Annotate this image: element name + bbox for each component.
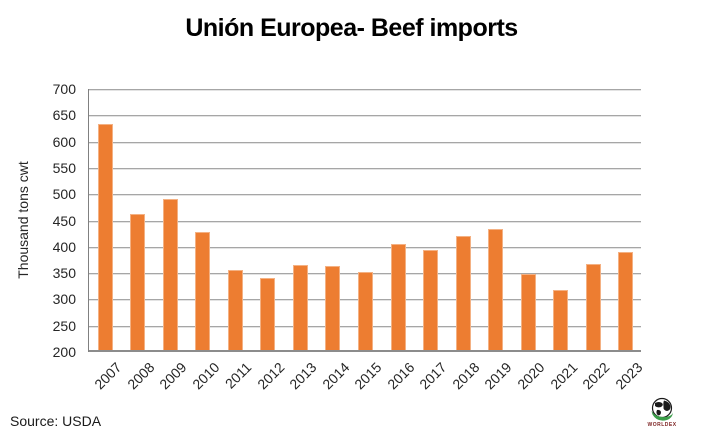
x-tick-label: 2011	[222, 359, 255, 392]
x-tick-label: 2015	[351, 359, 385, 393]
y-tick-label: 600	[52, 133, 76, 150]
gridline	[89, 167, 641, 169]
x-tick-label: 2016	[384, 359, 418, 393]
bar-2009	[162, 199, 178, 352]
bar-2007	[97, 124, 113, 352]
y-tick-label: 700	[52, 81, 76, 97]
x-tick-label: 2018	[449, 359, 483, 393]
bar-2018	[455, 235, 471, 352]
x-axis-line	[89, 350, 641, 352]
y-tick-label: 250	[52, 317, 76, 334]
plot-area	[88, 89, 641, 352]
bar-2022	[585, 263, 601, 352]
x-tick-label: 2010	[188, 359, 223, 393]
bar-2011	[227, 269, 243, 352]
bar-2019	[488, 228, 504, 352]
x-tick-label: 2019	[481, 359, 515, 393]
x-tick-label: 2023	[611, 359, 646, 393]
bar-2010	[195, 232, 211, 352]
bar-2016	[390, 243, 406, 352]
gridline	[89, 194, 641, 196]
source-note: Source: USDA	[10, 413, 102, 429]
x-tick-label: 2021	[546, 359, 581, 393]
bar-2008	[130, 214, 146, 352]
logo-text: WORLDEX	[647, 422, 677, 428]
bar-2014	[325, 265, 341, 352]
x-tick-label: 2012	[253, 359, 288, 393]
bar-2013	[292, 264, 308, 352]
gridline	[89, 89, 641, 90]
gridline	[89, 141, 641, 143]
gridline	[89, 220, 641, 222]
x-tick-label: 2008	[123, 359, 158, 393]
bar-2012	[260, 277, 276, 352]
bar-2023	[618, 252, 634, 352]
x-tick-label: 2007	[91, 359, 125, 393]
gridline	[89, 115, 641, 117]
x-tick-label: 2014	[318, 359, 353, 393]
gridline	[89, 246, 641, 248]
y-tick-label: 400	[52, 238, 76, 255]
x-tick-label: 2017	[416, 359, 450, 393]
bar-2020	[520, 273, 536, 352]
y-tick-label: 350	[52, 265, 76, 282]
y-tick-label: 450	[52, 212, 76, 229]
x-tick-label: 2020	[514, 359, 548, 393]
bar-2017	[423, 250, 439, 352]
y-tick-label: 200	[52, 344, 76, 360]
y-tick-label: 300	[52, 291, 76, 308]
y-tick-label: 650	[52, 107, 76, 124]
y-tick-label: 550	[52, 159, 76, 176]
chart-title: Unión Europea- Beef imports	[185, 14, 518, 42]
y-axis-title: Thousand tons cwt	[15, 161, 31, 279]
x-tick-label: 2022	[579, 359, 613, 393]
y-tick-label: 500	[52, 186, 76, 203]
bar-2021	[553, 289, 569, 352]
worldex-logo: WORLDEX	[641, 397, 683, 437]
x-tick-label: 2013	[286, 359, 320, 393]
x-tick-label: 2009	[156, 359, 190, 393]
globe-icon	[651, 397, 673, 421]
bar-2015	[358, 271, 373, 352]
